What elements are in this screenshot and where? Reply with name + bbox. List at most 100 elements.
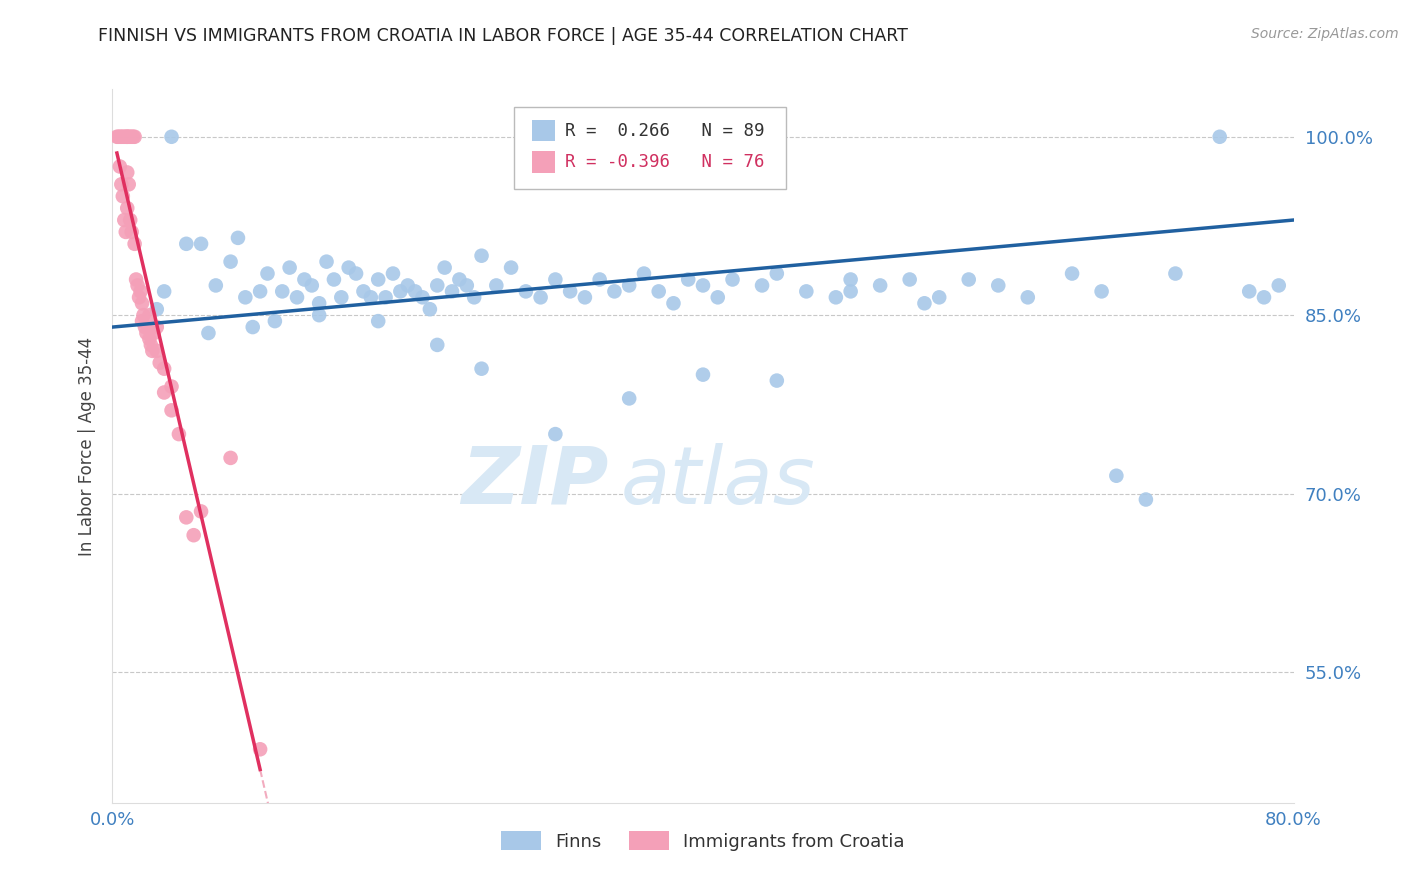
FancyBboxPatch shape — [531, 152, 555, 173]
Point — [360, 290, 382, 304]
Point — [292, 272, 315, 286]
Point — [110, 129, 132, 144]
Point — [1091, 285, 1114, 299]
Point — [501, 260, 523, 275]
Point — [139, 338, 162, 352]
Point — [692, 278, 714, 293]
Point — [149, 356, 172, 370]
Point — [603, 285, 626, 299]
Point — [1239, 285, 1261, 299]
Point — [419, 302, 441, 317]
Point — [120, 213, 142, 227]
Point — [124, 129, 146, 144]
Point — [146, 343, 169, 358]
Point — [120, 129, 142, 144]
Point — [544, 427, 567, 442]
Point — [112, 213, 135, 227]
Legend: Finns, Immigrants from Croatia: Finns, Immigrants from Croatia — [494, 824, 912, 858]
Point — [160, 379, 183, 393]
Point — [1017, 290, 1039, 304]
Point — [146, 302, 169, 317]
Point — [367, 314, 389, 328]
Point — [470, 361, 494, 376]
Point — [105, 129, 128, 144]
Point — [219, 450, 242, 465]
Point — [111, 129, 134, 144]
Point — [138, 308, 160, 322]
Point — [285, 290, 308, 304]
Point — [301, 278, 323, 293]
Point — [441, 285, 464, 299]
Point — [647, 285, 671, 299]
Point — [233, 290, 256, 304]
Point — [619, 392, 641, 406]
Point — [124, 236, 146, 251]
Point — [131, 314, 153, 328]
Point — [117, 201, 138, 215]
Point — [560, 285, 582, 299]
Point — [426, 278, 449, 293]
Point — [308, 296, 330, 310]
Point — [751, 278, 773, 293]
Point — [249, 285, 271, 299]
Point — [1253, 290, 1275, 304]
Point — [1164, 267, 1187, 281]
Point — [121, 225, 143, 239]
Point — [323, 272, 346, 286]
Point — [470, 249, 494, 263]
Point — [824, 290, 846, 304]
Point — [118, 129, 141, 144]
Point — [456, 278, 478, 293]
Text: FINNISH VS IMMIGRANTS FROM CROATIA IN LABOR FORCE | AGE 35-44 CORRELATION CHART: FINNISH VS IMMIGRANTS FROM CROATIA IN LA… — [98, 27, 908, 45]
Point — [153, 361, 176, 376]
Point — [382, 267, 405, 281]
Text: R = -0.396   N = 76: R = -0.396 N = 76 — [565, 153, 765, 171]
Point — [112, 129, 135, 144]
Point — [153, 385, 176, 400]
Point — [352, 285, 374, 299]
Point — [426, 338, 449, 352]
Point — [117, 129, 138, 144]
Point — [107, 129, 129, 144]
Point — [114, 225, 136, 239]
Point — [122, 129, 145, 144]
Point — [1208, 129, 1232, 144]
Point — [839, 285, 862, 299]
Point — [141, 343, 163, 358]
Point — [121, 129, 143, 144]
Point — [111, 189, 134, 203]
Point — [463, 290, 485, 304]
Point — [1268, 278, 1291, 293]
Point — [1135, 492, 1157, 507]
Point — [404, 285, 426, 299]
Point — [796, 285, 818, 299]
Point — [898, 272, 921, 286]
Point — [374, 290, 396, 304]
Point — [117, 129, 138, 144]
Point — [118, 178, 141, 192]
Point — [174, 236, 197, 251]
Point — [839, 272, 862, 286]
Point — [544, 272, 567, 286]
Point — [692, 368, 714, 382]
Point — [190, 236, 212, 251]
Point — [449, 272, 471, 286]
Point — [129, 285, 152, 299]
Point — [766, 267, 789, 281]
Point — [125, 272, 148, 286]
Point — [242, 320, 264, 334]
Point — [219, 254, 242, 268]
Point — [367, 272, 389, 286]
Point — [619, 278, 641, 293]
Y-axis label: In Labor Force | Age 35-44: In Labor Force | Age 35-44 — [77, 336, 96, 556]
Point — [108, 160, 131, 174]
Point — [160, 403, 183, 417]
Text: R =  0.266   N = 89: R = 0.266 N = 89 — [565, 121, 765, 139]
Point — [183, 528, 205, 542]
Point — [114, 129, 136, 144]
Point — [766, 374, 789, 388]
Point — [256, 267, 278, 281]
Point — [633, 267, 655, 281]
Point — [131, 296, 153, 310]
FancyBboxPatch shape — [531, 120, 555, 141]
